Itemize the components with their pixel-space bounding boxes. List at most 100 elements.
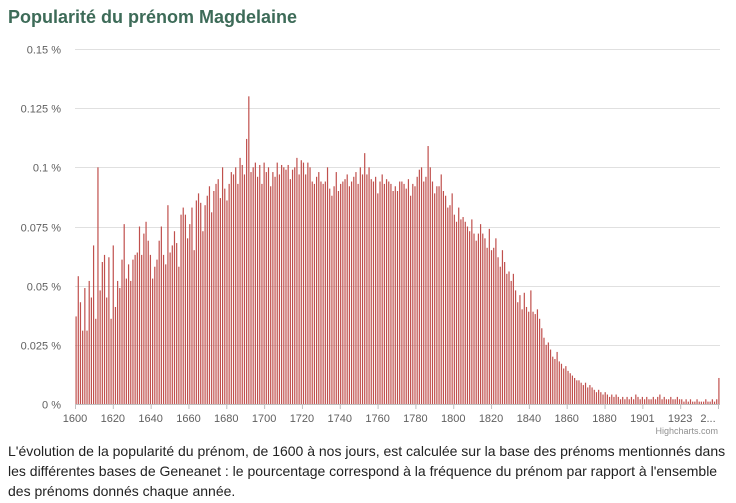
bar[interactable] [460,219,462,404]
bar[interactable] [414,186,416,404]
bar[interactable] [641,396,643,404]
bar[interactable] [477,233,479,404]
bar[interactable] [318,172,320,404]
bar[interactable] [394,186,396,404]
bar[interactable] [512,273,514,404]
bar[interactable] [497,257,499,404]
bar[interactable] [377,193,379,404]
bar[interactable] [521,309,523,404]
bar[interactable] [484,238,486,404]
bar[interactable] [488,228,490,404]
bar[interactable] [176,243,178,404]
bar[interactable] [558,361,560,404]
bar[interactable] [479,224,482,404]
bar[interactable] [619,399,622,404]
bar[interactable] [648,399,650,404]
bar[interactable] [285,169,287,404]
bar[interactable] [119,288,121,404]
bar[interactable] [121,259,123,404]
bar[interactable] [283,167,285,404]
bar[interactable] [103,254,106,404]
bar[interactable] [375,176,377,404]
bar[interactable] [438,186,440,404]
bar[interactable] [361,174,364,404]
bar[interactable] [455,221,458,404]
bar[interactable] [202,231,204,404]
bar[interactable] [528,311,530,404]
bar[interactable] [407,179,410,404]
bar[interactable] [305,174,307,404]
bar[interactable] [539,318,541,404]
bar[interactable] [187,238,189,404]
bar[interactable] [475,240,477,404]
bar[interactable] [569,373,571,404]
bar[interactable] [169,252,171,404]
bar[interactable] [453,214,455,404]
bar[interactable] [661,399,663,404]
bar[interactable] [204,205,206,404]
bar[interactable] [582,385,584,404]
bar[interactable] [665,399,668,404]
bar[interactable] [576,380,578,404]
bar[interactable] [311,181,313,404]
bar[interactable] [265,172,267,404]
bar[interactable] [287,164,289,404]
bar[interactable] [241,164,243,404]
bar[interactable] [300,160,302,404]
bar[interactable] [348,186,350,404]
bar[interactable] [615,394,617,404]
bar[interactable] [639,399,641,404]
bar[interactable] [99,290,101,404]
bar[interactable] [613,396,615,404]
bar[interactable] [86,330,88,404]
bar[interactable] [578,380,580,404]
bar[interactable] [425,176,427,404]
bar[interactable] [469,231,471,404]
bar[interactable] [302,162,305,404]
bar[interactable] [694,401,696,404]
bar[interactable] [525,306,528,404]
bar[interactable] [532,311,534,404]
bar[interactable] [659,394,661,404]
bar[interactable] [543,337,545,404]
bar[interactable] [182,207,184,404]
bar[interactable] [508,271,510,404]
bar[interactable] [635,394,637,404]
bar[interactable] [709,401,711,404]
bar[interactable] [125,278,127,404]
bar[interactable] [549,349,552,404]
bar[interactable] [482,233,484,404]
bar[interactable] [272,172,274,404]
bar[interactable] [217,179,219,404]
bar[interactable] [643,399,646,404]
bar[interactable] [335,172,337,404]
bar[interactable] [156,259,158,404]
bar[interactable] [563,368,565,405]
bar[interactable] [92,245,95,404]
bar[interactable] [372,181,375,404]
bar[interactable] [263,162,265,404]
bar[interactable] [650,399,652,404]
bar[interactable] [405,188,407,404]
bar[interactable] [716,399,718,404]
bar[interactable] [366,174,368,404]
bar[interactable] [259,164,261,404]
bar[interactable] [309,167,311,404]
bar[interactable] [101,262,103,404]
bar[interactable] [134,254,136,404]
bar[interactable] [211,212,213,404]
bar[interactable] [250,172,252,404]
bar[interactable] [547,342,549,404]
bar[interactable] [298,174,300,404]
bar[interactable] [626,396,628,404]
bar[interactable] [165,264,167,404]
bar[interactable] [580,382,582,404]
bar[interactable] [90,297,92,405]
bar[interactable] [545,344,547,404]
bar[interactable] [278,174,281,404]
bar[interactable] [668,399,670,404]
bar[interactable] [173,231,176,404]
bar[interactable] [672,399,674,404]
bar[interactable] [331,195,333,404]
bar[interactable] [235,167,237,404]
